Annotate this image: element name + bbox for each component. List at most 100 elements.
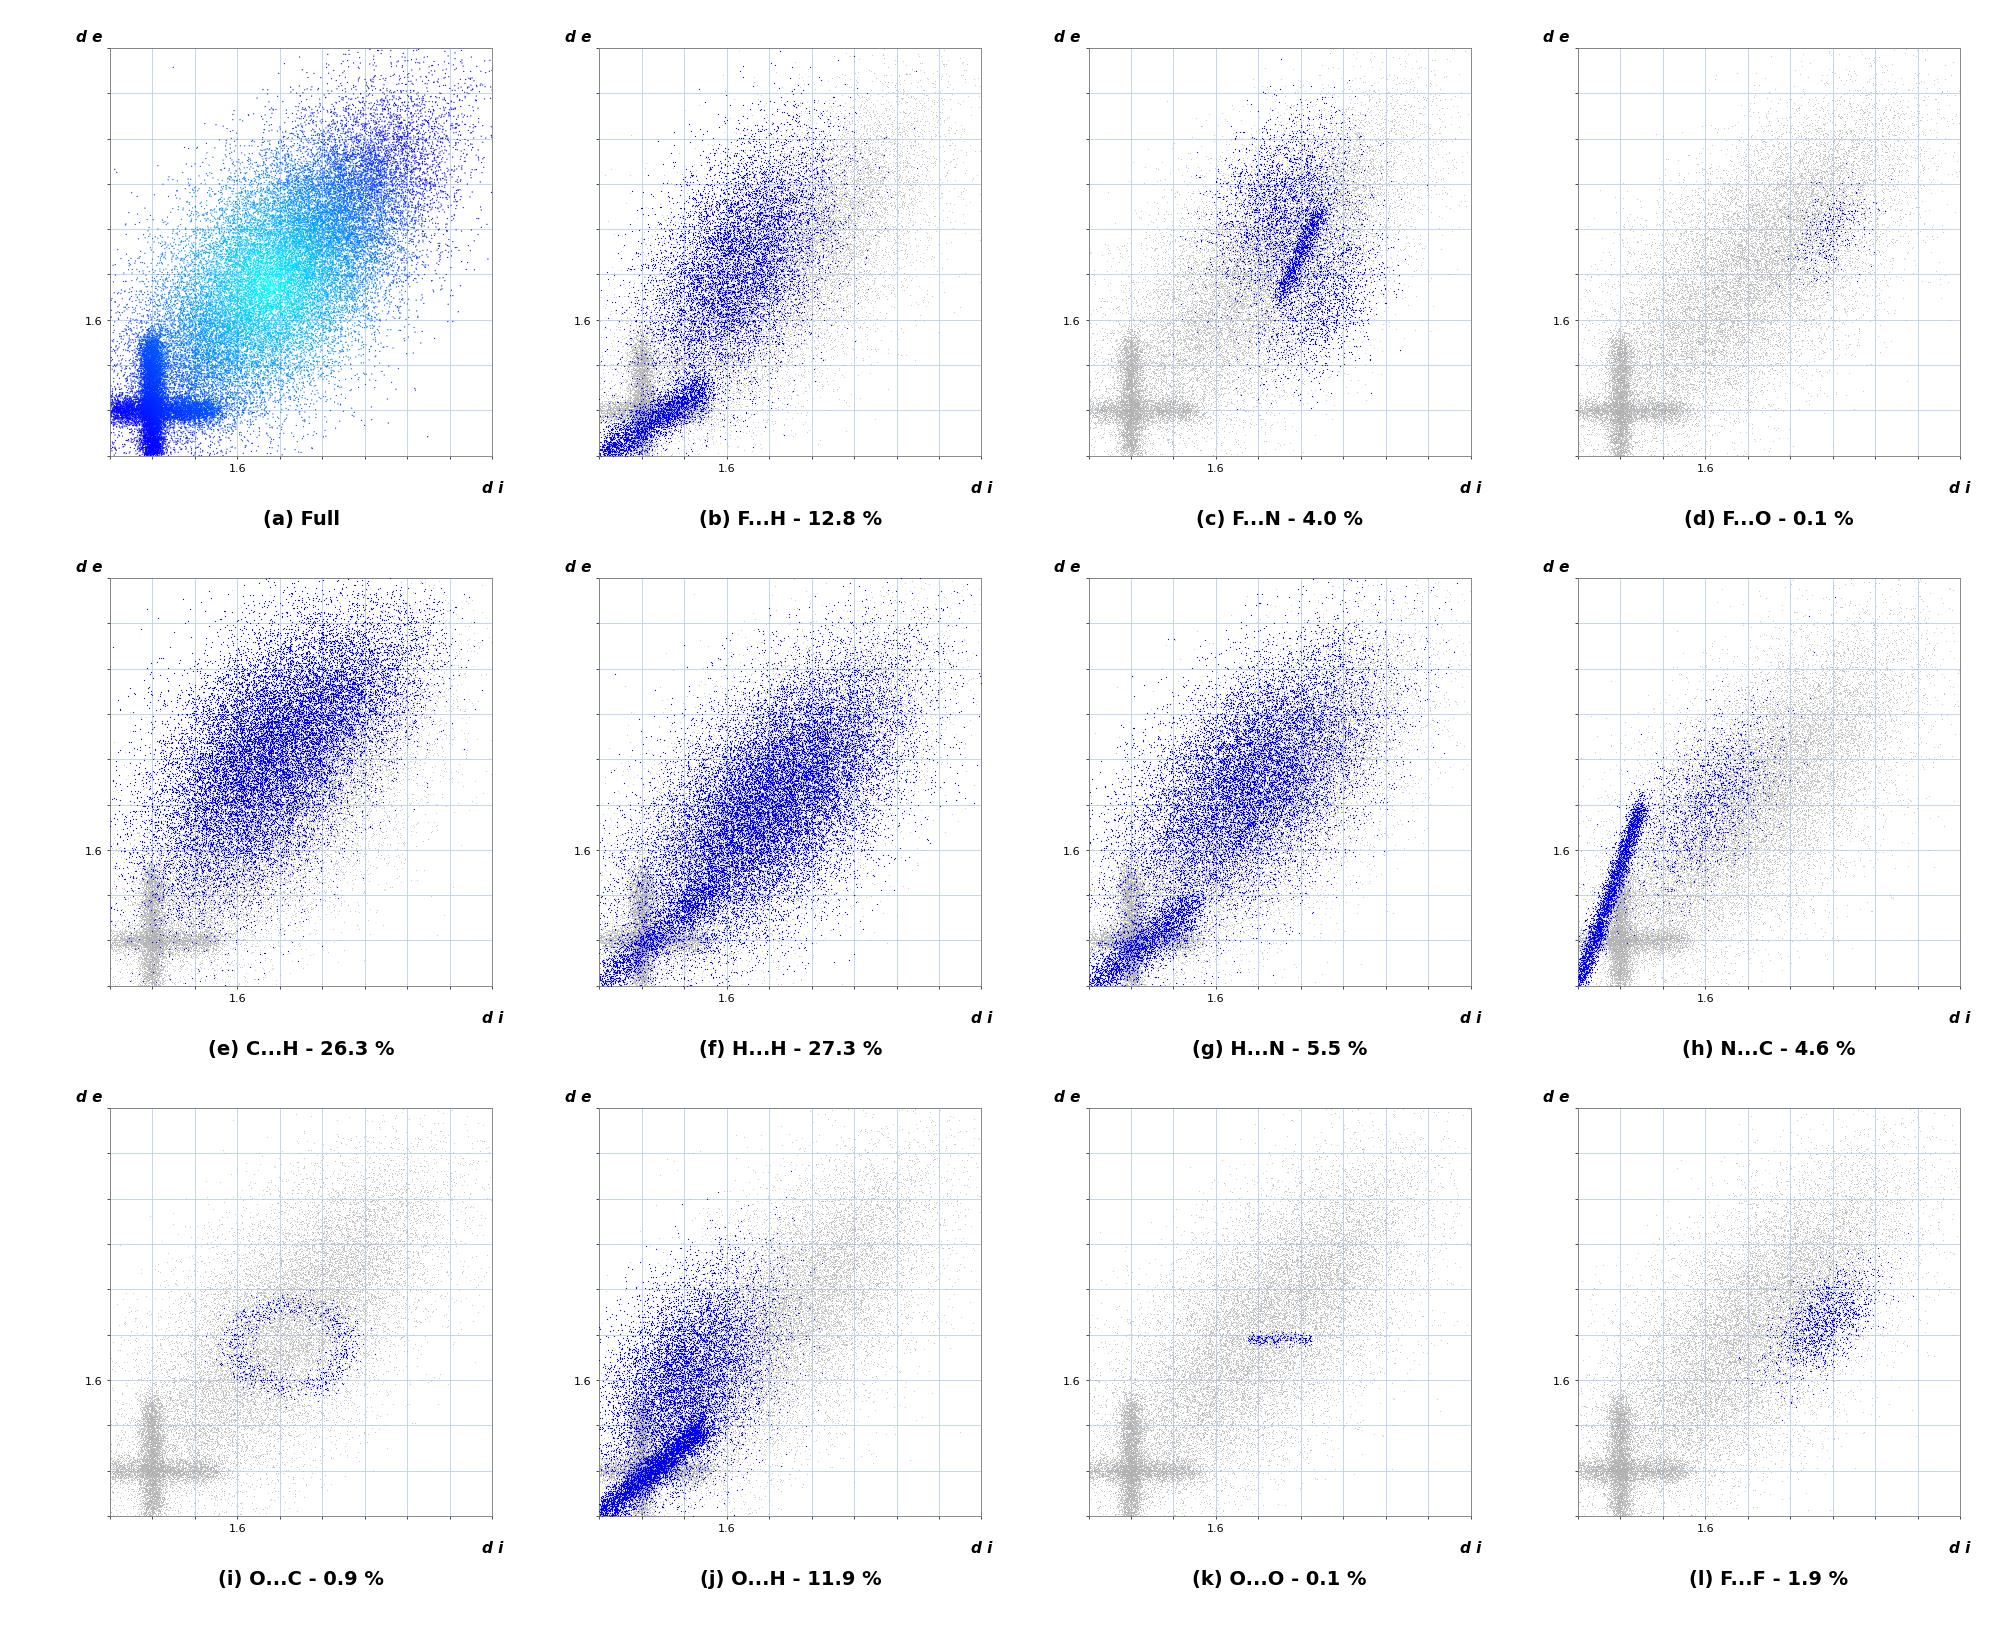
Point bbox=[754, 797, 786, 823]
Point bbox=[772, 748, 804, 774]
Point bbox=[1590, 931, 1622, 957]
Point bbox=[1608, 945, 1640, 971]
Point bbox=[1596, 1477, 1628, 1503]
Point bbox=[200, 313, 232, 339]
Point bbox=[1618, 970, 1650, 996]
Point bbox=[1700, 944, 1732, 970]
Point bbox=[1264, 197, 1296, 223]
Point bbox=[1782, 735, 1814, 761]
Point bbox=[742, 1389, 774, 1415]
Point bbox=[1674, 839, 1706, 866]
Point bbox=[1220, 859, 1252, 885]
Point bbox=[1308, 714, 1340, 740]
Point bbox=[1108, 328, 1140, 354]
Point bbox=[1314, 189, 1346, 215]
Point bbox=[290, 334, 322, 360]
Point bbox=[366, 704, 398, 730]
Point bbox=[200, 910, 232, 936]
Point bbox=[1088, 430, 1120, 456]
Point bbox=[1702, 1276, 1734, 1302]
Point bbox=[1698, 1431, 1730, 1457]
Point bbox=[128, 857, 160, 883]
Point bbox=[1324, 1293, 1356, 1319]
Point bbox=[1138, 932, 1170, 958]
Point bbox=[644, 862, 676, 888]
Point bbox=[1596, 1443, 1628, 1469]
Point bbox=[162, 306, 194, 333]
Point bbox=[832, 742, 864, 768]
Point bbox=[668, 308, 700, 334]
Point bbox=[1702, 306, 1734, 333]
Point bbox=[1602, 342, 1634, 368]
Point bbox=[734, 1418, 766, 1444]
Point bbox=[1810, 142, 1842, 168]
Point bbox=[688, 287, 720, 313]
Point bbox=[1738, 1389, 1770, 1415]
Point bbox=[1306, 269, 1338, 295]
Point bbox=[586, 1459, 618, 1485]
Point bbox=[710, 926, 742, 952]
Point bbox=[672, 1421, 704, 1447]
Point bbox=[232, 1443, 264, 1469]
Point bbox=[1336, 701, 1368, 727]
Point bbox=[622, 1454, 654, 1480]
Point bbox=[632, 1444, 664, 1470]
Point bbox=[744, 235, 776, 261]
Point bbox=[240, 820, 272, 846]
Point bbox=[134, 1394, 166, 1420]
Point bbox=[1782, 738, 1814, 764]
Point bbox=[918, 106, 950, 132]
Point bbox=[700, 196, 732, 222]
Point bbox=[1182, 926, 1214, 952]
Point bbox=[1660, 406, 1692, 432]
Point bbox=[838, 732, 870, 758]
Point bbox=[144, 1475, 176, 1501]
Point bbox=[134, 880, 166, 906]
Point bbox=[1774, 802, 1806, 828]
Point bbox=[218, 285, 250, 311]
Point bbox=[1642, 357, 1674, 383]
Point bbox=[1220, 249, 1252, 275]
Point bbox=[1704, 791, 1736, 817]
Point bbox=[178, 316, 210, 342]
Point bbox=[784, 779, 816, 805]
Point bbox=[668, 766, 700, 792]
Point bbox=[612, 1467, 644, 1493]
Point bbox=[1252, 155, 1284, 181]
Point bbox=[1320, 142, 1352, 168]
Point bbox=[1750, 735, 1782, 761]
Point bbox=[640, 939, 672, 965]
Point bbox=[830, 1218, 862, 1244]
Point bbox=[148, 916, 180, 942]
Point bbox=[326, 163, 358, 189]
Point bbox=[286, 587, 318, 613]
Point bbox=[626, 885, 658, 911]
Point bbox=[608, 1498, 640, 1524]
Point bbox=[1330, 186, 1362, 212]
Point bbox=[736, 768, 768, 794]
Point bbox=[870, 732, 902, 758]
Point bbox=[1374, 217, 1406, 243]
Point bbox=[1704, 760, 1736, 786]
Point bbox=[612, 409, 644, 435]
Point bbox=[1810, 1201, 1842, 1227]
Point bbox=[856, 761, 888, 787]
Point bbox=[1808, 254, 1840, 280]
Point bbox=[1156, 936, 1188, 962]
Point bbox=[640, 1452, 672, 1478]
Point bbox=[676, 919, 708, 945]
Point bbox=[316, 707, 348, 734]
Point bbox=[176, 285, 208, 311]
Point bbox=[690, 805, 722, 831]
Point bbox=[1234, 262, 1266, 289]
Point bbox=[1244, 791, 1276, 817]
Point bbox=[836, 165, 868, 191]
Point bbox=[1842, 1322, 1874, 1348]
Point bbox=[96, 388, 128, 414]
Point bbox=[1266, 825, 1298, 851]
Point bbox=[258, 838, 290, 864]
Point bbox=[774, 740, 806, 766]
Point bbox=[862, 689, 894, 716]
Point bbox=[1662, 173, 1694, 199]
Point bbox=[264, 1387, 296, 1413]
